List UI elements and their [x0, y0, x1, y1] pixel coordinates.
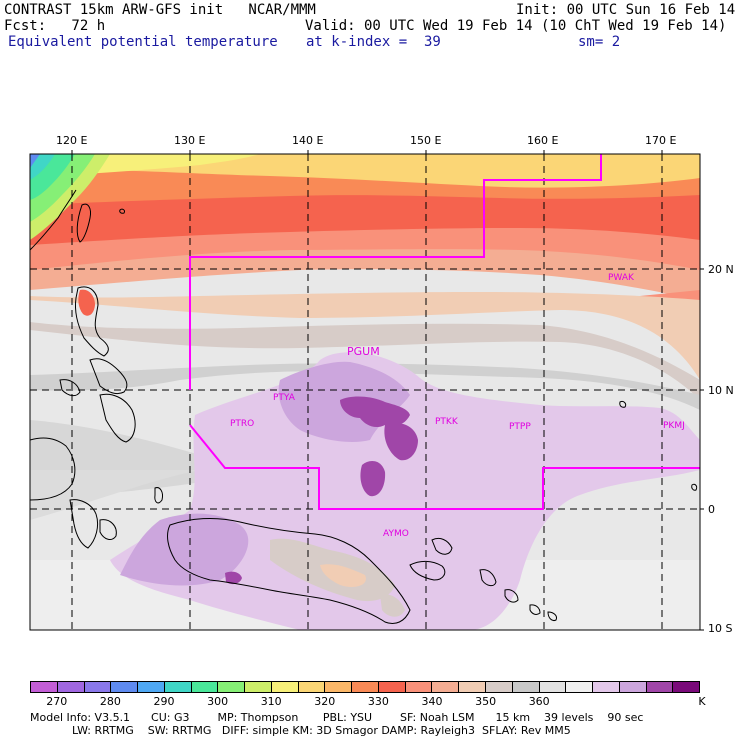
station-ptkk: PTKK: [435, 417, 458, 427]
lon-label-130e: 130 E: [174, 134, 206, 147]
colorbar-tick-label: 330: [367, 695, 389, 708]
colorbar-tick-label: 310: [260, 695, 282, 708]
header-smoothing: sm= 2: [578, 34, 621, 50]
colorbar-swatch: [539, 682, 567, 692]
colorbar-swatch: [271, 682, 299, 692]
colorbar-swatch: [164, 682, 192, 692]
colorbar-swatch: [593, 682, 620, 692]
colorbar-swatch: [298, 682, 326, 692]
graticule: [30, 154, 700, 630]
lat-label-10s: 10 S: [708, 622, 733, 635]
station-pkmj: PKMJ: [663, 421, 685, 431]
lon-label-170e: 170 E: [645, 134, 677, 147]
colorbar: [30, 681, 700, 693]
colorbar-swatch: [646, 682, 674, 692]
colorbar-tick-label: 280: [99, 695, 121, 708]
coastlines: [30, 189, 698, 624]
colorbar-tick-label: 320: [314, 695, 336, 708]
colorbar-swatch: [245, 682, 272, 692]
colorbar-swatch: [378, 682, 406, 692]
lat-label-20n: 20 N: [708, 263, 734, 276]
station-aymo: AYMO: [383, 529, 409, 539]
station-pwak: PWAK: [608, 273, 634, 283]
axis-ticks: [71, 150, 704, 631]
model-info-line2: LW: RRTMG SW: RRTMG DIFF: simple KM: 3D …: [30, 724, 571, 737]
colorbar-tick-label: 270: [46, 695, 68, 708]
header-field-name: Equivalent potential temperature: [8, 34, 278, 50]
colorbar-swatch: [218, 682, 246, 692]
colorbar-swatch: [191, 682, 219, 692]
colorbar-swatch: [432, 682, 460, 692]
station-ptpp: PTPP: [509, 422, 531, 432]
chuuk-boundary: [189, 154, 700, 510]
colorbar-swatch: [57, 682, 85, 692]
header-title: CONTRAST 15km ARW-GFS init NCAR/MMM: [4, 2, 316, 18]
header-level: at k-index = 39: [306, 34, 441, 50]
station-pgum: PGUM: [347, 345, 380, 358]
map-frame: [29, 153, 701, 631]
colorbar-tick-label: K: [698, 695, 706, 708]
colorbar-tick-label: 300: [207, 695, 229, 708]
header-init-time: Init: 00 UTC Sun 16 Feb 14: [516, 2, 736, 18]
station-ptya: PTYA: [273, 393, 295, 403]
lon-label-150e: 150 E: [410, 134, 442, 147]
lon-label-160e: 160 E: [527, 134, 559, 147]
header-valid-time: Valid: 00 UTC Wed 19 Feb 14 (10 ChT Wed …: [305, 18, 727, 34]
colorbar-swatch: [325, 682, 353, 692]
colorbar-swatch: [31, 682, 58, 692]
colorbar-swatch: [405, 682, 433, 692]
colorbar-swatch: [619, 682, 647, 692]
lat-label-10n: 10 N: [708, 384, 734, 397]
model-info-line1: Model Info: V3.5.1 CU: G3 MP: Thompson P…: [30, 711, 644, 724]
colorbar-swatch: [486, 682, 513, 692]
colorbar-swatch: [673, 682, 700, 692]
colorbar-swatch: [138, 682, 165, 692]
colorbar-swatch: [84, 682, 112, 692]
lat-label-0: 0: [708, 503, 715, 516]
lon-label-140e: 140 E: [292, 134, 324, 147]
colorbar-swatch: [459, 682, 487, 692]
theta-e-field: [30, 154, 700, 630]
colorbar-tick-label: 360: [528, 695, 550, 708]
colorbar-swatch: [352, 682, 379, 692]
colorbar-tick-label: 290: [153, 695, 175, 708]
lon-label-120e: 120 E: [56, 134, 88, 147]
colorbar-tick-label: 340: [421, 695, 443, 708]
colorbar-swatch: [566, 682, 594, 692]
colorbar-swatch: [512, 682, 540, 692]
colorbar-tick-label: 350: [475, 695, 497, 708]
header-forecast-hour: Fcst: 72 h: [4, 18, 106, 34]
station-ptro: PTRO: [230, 419, 255, 429]
colorbar-swatch: [111, 682, 139, 692]
